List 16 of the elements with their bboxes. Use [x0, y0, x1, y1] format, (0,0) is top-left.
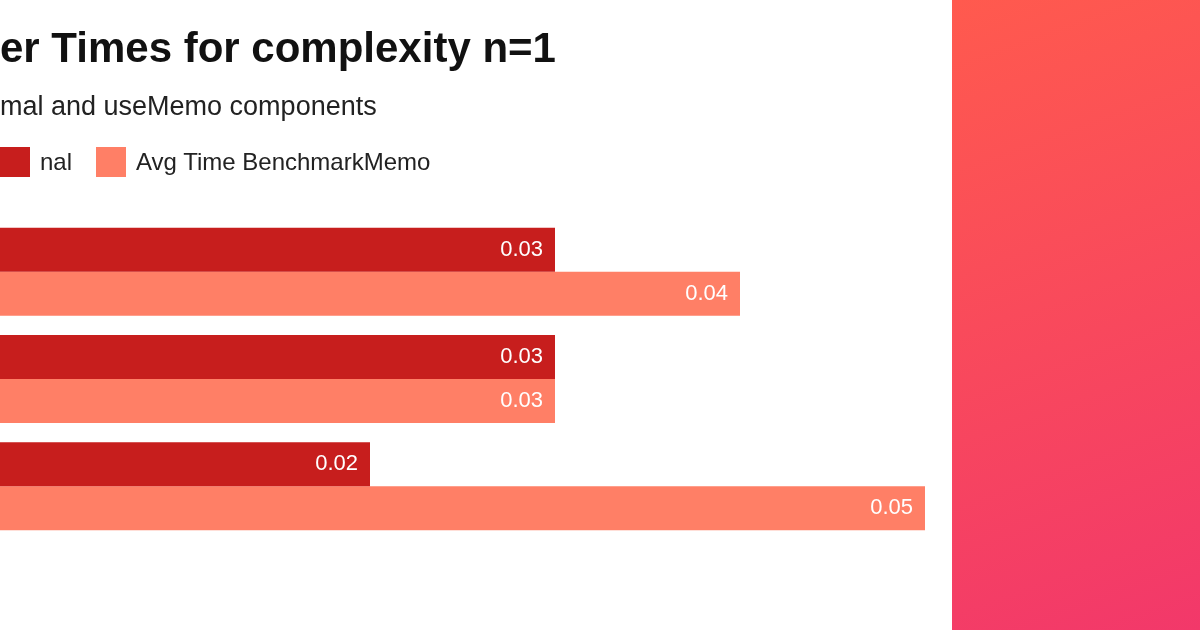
data-label: 0.05 [870, 494, 913, 520]
legend-label: Avg Time BenchmarkMemo [136, 148, 431, 176]
bar [0, 271, 740, 316]
bar [0, 442, 370, 487]
bar [0, 227, 555, 272]
bar [0, 486, 925, 531]
data-label: 0.03 [500, 235, 543, 261]
bar [0, 379, 555, 424]
chart-title: er Times for complexity n=1 [0, 23, 557, 73]
data-label: 0.02 [315, 450, 358, 476]
legend-label: nal [40, 148, 73, 176]
data-label: 0.04 [685, 279, 728, 305]
bar [0, 334, 555, 379]
chart-subtitle: mal and useMemo components [0, 90, 378, 123]
data-label: 0.03 [500, 387, 543, 413]
data-label: 0.03 [500, 343, 543, 369]
